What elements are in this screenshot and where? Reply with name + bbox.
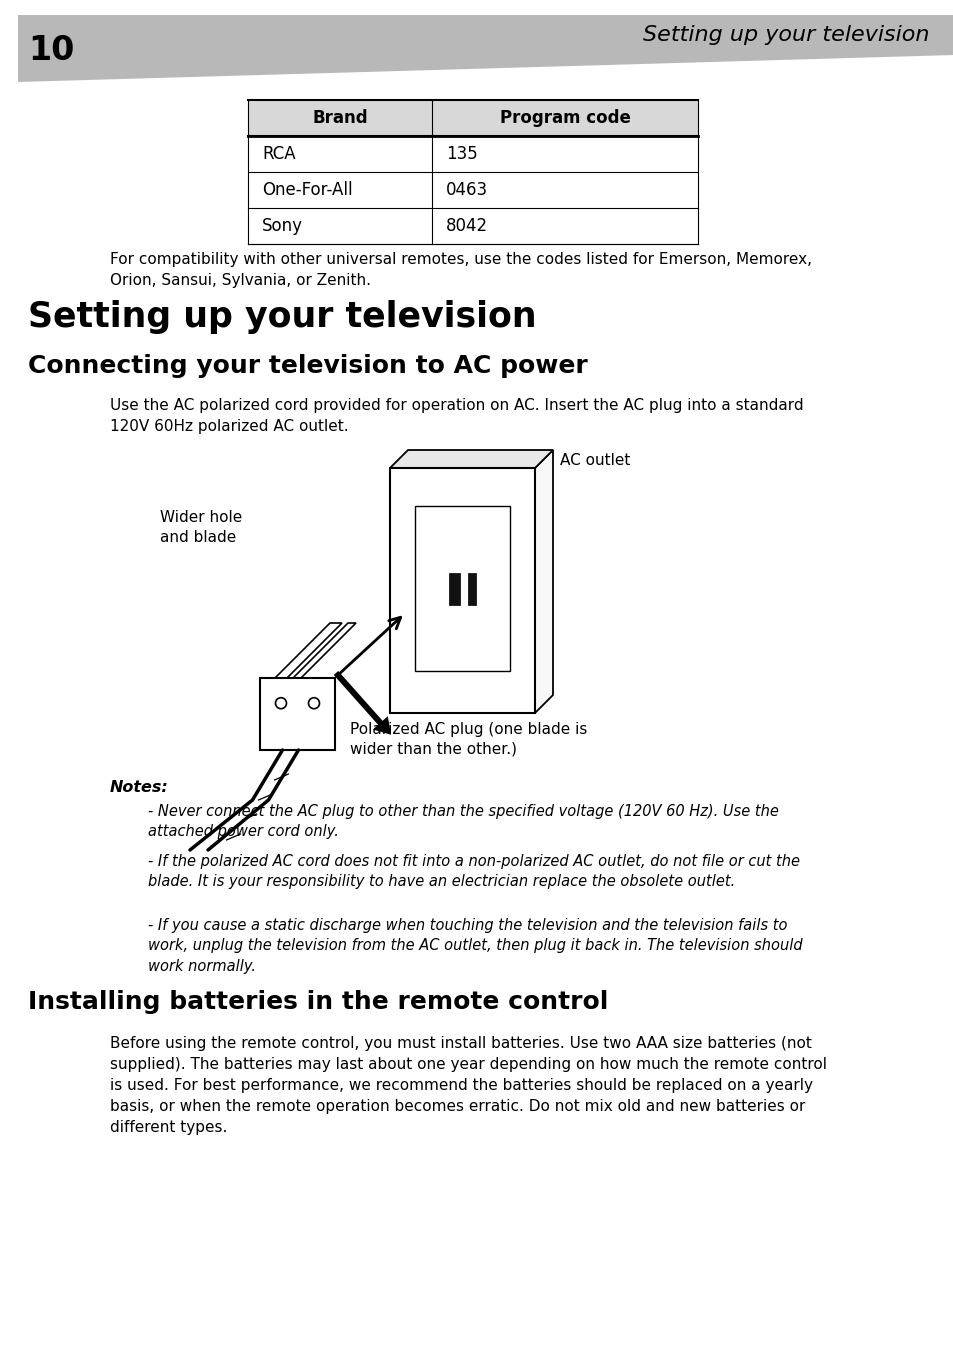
Text: Notes:: Notes: [110,780,169,795]
Text: Setting up your television: Setting up your television [643,24,929,45]
Polygon shape [293,623,355,677]
Text: Connecting your television to AC power: Connecting your television to AC power [28,354,587,379]
Text: Polarized AC plug (one blade is
wider than the other.): Polarized AC plug (one blade is wider th… [350,722,587,757]
Text: Sony: Sony [262,218,303,235]
Text: 8042: 8042 [446,218,488,235]
Polygon shape [274,623,341,677]
Text: One-For-All: One-For-All [262,181,353,199]
Bar [449,572,459,604]
Polygon shape [260,677,335,750]
Circle shape [308,698,319,708]
Text: 135: 135 [446,145,477,164]
Polygon shape [390,450,553,468]
Text: Setting up your television: Setting up your television [28,300,536,334]
Text: Use the AC polarized cord provided for operation on AC. Insert the AC plug into : Use the AC polarized cord provided for o… [110,397,802,434]
Circle shape [275,698,286,708]
Text: 10: 10 [28,34,74,68]
Text: - Never connect the AC plug to other than the specified voltage (120V 60 Hz). Us: - Never connect the AC plug to other tha… [148,804,778,840]
Bar [390,468,535,713]
Text: Program code: Program code [499,110,630,127]
FancyArrow shape [334,671,391,734]
Text: Installing batteries in the remote control: Installing batteries in the remote contr… [28,990,608,1014]
Text: Before using the remote control, you must install batteries. Use two AAA size ba: Before using the remote control, you mus… [110,1036,826,1134]
Text: Wider hole
and blade: Wider hole and blade [160,510,242,545]
Text: RCA: RCA [262,145,295,164]
Text: AC outlet: AC outlet [559,453,630,468]
Text: 0463: 0463 [446,181,488,199]
Bar [468,572,476,604]
Polygon shape [535,450,553,713]
Bar [415,506,510,671]
Polygon shape [18,15,953,82]
Text: Brand: Brand [312,110,368,127]
Text: - If the polarized AC cord does not fit into a non-polarized AC outlet, do not f: - If the polarized AC cord does not fit … [148,854,800,890]
Text: - If you cause a static discharge when touching the television and the televisio: - If you cause a static discharge when t… [148,918,801,973]
Bar [248,100,698,137]
Text: For compatibility with other universal remotes, use the codes listed for Emerson: For compatibility with other universal r… [110,251,811,288]
